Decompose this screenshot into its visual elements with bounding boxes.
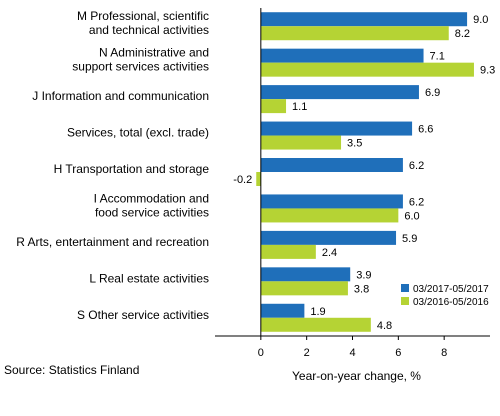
value-label: 4.8 xyxy=(377,320,392,332)
legend-label: 03/2017-05/2017 xyxy=(413,284,489,295)
x-tick-label: 2 xyxy=(304,347,310,359)
value-label: 5.9 xyxy=(402,233,417,245)
category-label: L Real estate activities xyxy=(89,271,209,285)
bar-current xyxy=(260,12,468,27)
bar-previous xyxy=(260,317,371,332)
category-label-line: support services activities xyxy=(72,60,209,74)
value-label: 3.8 xyxy=(354,283,369,295)
bars xyxy=(256,12,474,332)
bar-current xyxy=(260,121,413,136)
category-label: I Accommodation and food service activiti… xyxy=(94,191,209,219)
value-label: 8.2 xyxy=(455,28,470,40)
source-note: Source: Statistics Finland xyxy=(4,363,140,377)
value-label: 2.4 xyxy=(322,247,337,259)
category-label: M Professional, scientific and technical … xyxy=(77,9,209,37)
category-label-line: N Administrative and xyxy=(99,46,209,60)
category-label-line: L Real estate activities xyxy=(89,271,209,285)
x-tick-label: 4 xyxy=(349,347,355,359)
value-label: 9.3 xyxy=(480,65,495,77)
category-label-line: Services, total (excl. trade) xyxy=(67,126,209,140)
x-tick-label: 6 xyxy=(395,347,401,359)
category-label: Services, total (excl. trade) xyxy=(67,126,209,140)
value-labels: 9.08.2 7.1 9.3 6.9 1.1 6.6 3.5 6.2 -0.2 6.2 6.0 5.9… xyxy=(233,14,495,332)
legend-swatch xyxy=(401,284,409,292)
value-label: 3.5 xyxy=(347,138,362,150)
category-label: J Information and communication xyxy=(32,89,209,103)
value-label: 1.1 xyxy=(292,101,307,113)
category-label-line: food service activities xyxy=(95,205,209,219)
category-label-line: I Accommodation and xyxy=(94,191,209,205)
category-label-line: J Information and communication xyxy=(32,89,209,103)
bar-current xyxy=(260,267,351,282)
x-axis-ticks: 0 2 4 6 8 xyxy=(258,336,447,359)
value-label: 6.9 xyxy=(425,87,440,99)
x-tick-label: 8 xyxy=(441,347,447,359)
value-label: 3.9 xyxy=(356,269,371,281)
value-label: 9.0 xyxy=(473,14,488,26)
bar-previous xyxy=(260,244,316,259)
bar-current xyxy=(260,194,403,209)
bar-current xyxy=(260,303,305,318)
value-label: 1.9 xyxy=(310,306,325,318)
category-label: S Other service activities xyxy=(77,308,209,322)
legend-swatch xyxy=(401,297,409,305)
bar-previous xyxy=(260,99,287,114)
value-label: 6.6 xyxy=(418,124,433,136)
category-label-line: R Arts, entertainment and recreation xyxy=(16,235,209,249)
category-label-line: and technical activities xyxy=(89,23,209,37)
category-labels: M Professional, scientific and technical … xyxy=(16,9,209,322)
x-tick-label: 0 xyxy=(258,347,264,359)
category-label-line: H Transportation and storage xyxy=(54,162,210,176)
bar-current xyxy=(260,158,403,172)
bar-current xyxy=(260,85,419,100)
value-label: 6.2 xyxy=(409,196,424,208)
legend-label: 03/2016-05/2016 xyxy=(413,297,489,308)
bar-current xyxy=(260,230,397,245)
bar-previous xyxy=(260,135,342,150)
bar-previous xyxy=(260,208,399,223)
category-label: H Transportation and storage xyxy=(54,162,210,176)
x-axis-title: Year-on-year change, % xyxy=(292,369,421,383)
bar-previous xyxy=(256,172,261,186)
bar-previous xyxy=(260,281,348,296)
category-label: R Arts, entertainment and recreation xyxy=(16,235,209,249)
bar-current xyxy=(260,48,424,63)
value-label: 6.2 xyxy=(409,160,424,172)
value-label: -0.2 xyxy=(233,174,252,186)
category-label-line: M Professional, scientific xyxy=(77,9,209,23)
bar-previous xyxy=(260,62,474,77)
category-label-line: S Other service activities xyxy=(77,308,209,322)
value-label: 7.1 xyxy=(430,51,445,63)
value-label: 6.0 xyxy=(404,210,419,222)
bar-previous xyxy=(260,26,449,41)
category-label: N Administrative and support services act… xyxy=(72,46,209,74)
legend: 03/2017-05/2017 03/2016-05/2016 xyxy=(401,284,489,308)
